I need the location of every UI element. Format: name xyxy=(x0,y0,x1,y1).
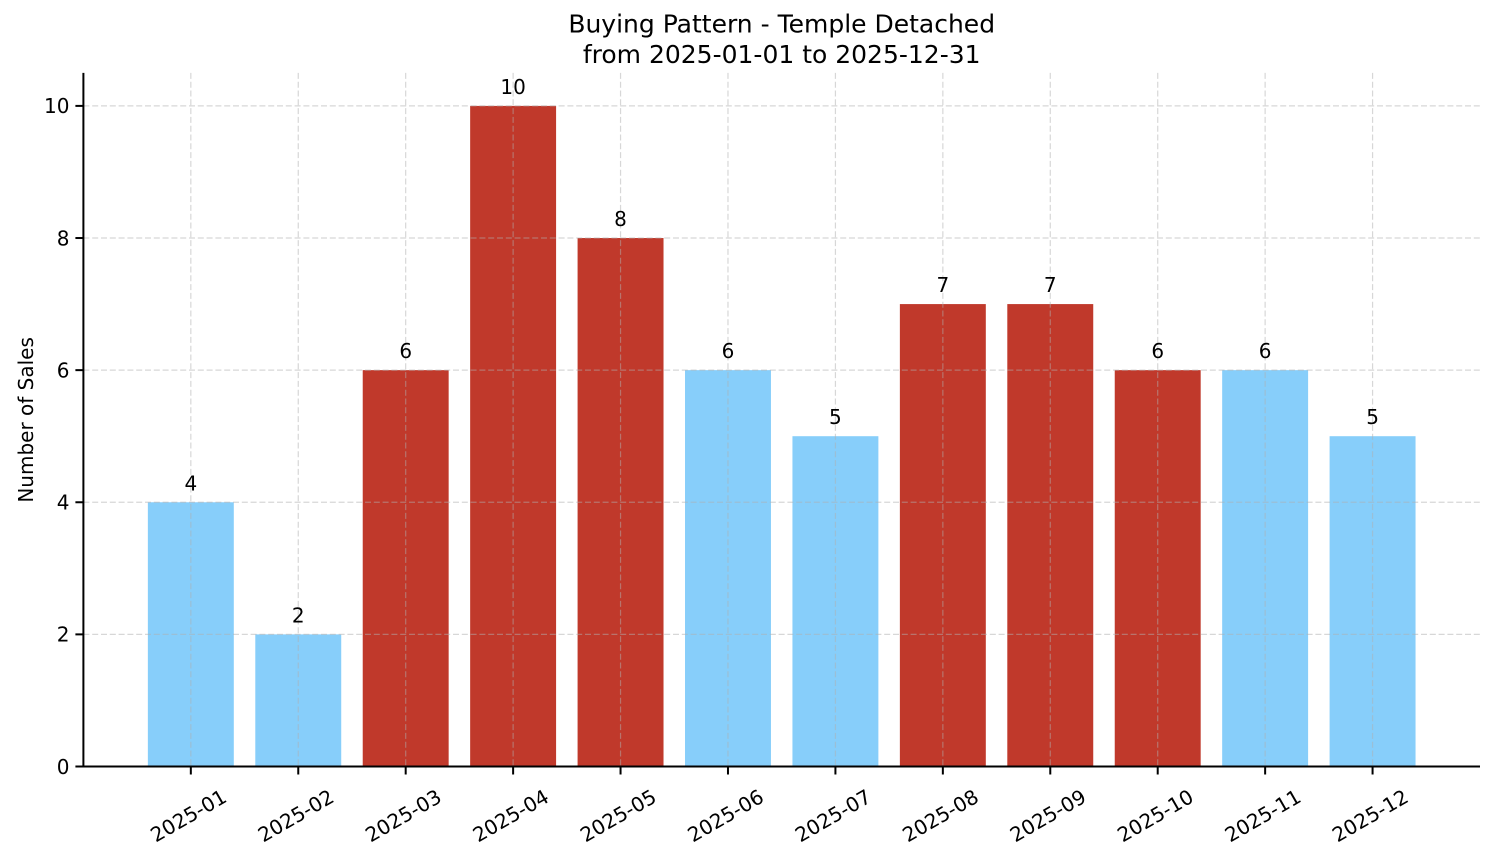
x-tick-label-2025-01: 2025-01 xyxy=(146,784,230,847)
bar-value-label-2025-01: 4 xyxy=(184,471,197,495)
y-tick-label-4: 4 xyxy=(57,491,70,515)
bar-value-label-2025-03: 6 xyxy=(399,339,412,363)
x-tick-label-2025-05: 2025-05 xyxy=(576,784,660,847)
x-tick-label-2025-07: 2025-07 xyxy=(791,784,875,847)
y-ticks-layer xyxy=(75,104,84,768)
bars-layer xyxy=(147,105,1416,767)
bar-value-label-2025-10: 6 xyxy=(1151,339,1164,363)
y-tick-label-10: 10 xyxy=(44,94,69,118)
y-tick-label-2: 2 xyxy=(57,623,70,647)
axes-layer xyxy=(82,72,1480,768)
bar-value-label-2025-04: 10 xyxy=(500,75,525,99)
x-tick-label-2025-08: 2025-08 xyxy=(898,784,982,847)
x-tick-labels-layer: 2025-01 2025-02 2025-03 2025-04 2025-05 2025-… xyxy=(146,784,1412,847)
bar-value-label-2025-07: 5 xyxy=(829,405,842,429)
bar-value-label-2025-12: 5 xyxy=(1366,405,1379,429)
y-tick-label-6: 6 xyxy=(57,358,70,382)
chart-title-line1: Buying Pattern - Temple Detached xyxy=(568,9,995,38)
x-tick-label-2025-11: 2025-11 xyxy=(1221,784,1305,847)
value-labels-layer: 4 2 6 10 8 6 5 7 7 6 6 5 xyxy=(184,75,1378,627)
bar-value-label-2025-05: 8 xyxy=(614,207,627,231)
bar-value-label-2025-11: 6 xyxy=(1259,339,1272,363)
x-tick-label-2025-09: 2025-09 xyxy=(1006,784,1090,847)
x-ticks-layer xyxy=(189,766,1374,775)
y-tick-label-8: 8 xyxy=(57,226,70,250)
x-tick-label-2025-03: 2025-03 xyxy=(361,784,445,847)
x-tick-label-2025-06: 2025-06 xyxy=(683,784,767,847)
bar-value-label-2025-06: 6 xyxy=(722,339,735,363)
chart-title-line2: from 2025-01-01 to 2025-12-31 xyxy=(583,40,981,69)
y-tick-label-0: 0 xyxy=(57,755,70,779)
x-tick-label-2025-02: 2025-02 xyxy=(254,784,338,847)
bar-value-label-2025-02: 2 xyxy=(292,603,305,627)
x-tick-label-2025-10: 2025-10 xyxy=(1113,784,1197,847)
y-axis-label: Number of Sales xyxy=(14,337,38,503)
bar-value-label-2025-08: 7 xyxy=(936,273,949,297)
x-tick-label-2025-04: 2025-04 xyxy=(469,784,553,847)
y-tick-labels-layer: 0 2 4 6 8 10 xyxy=(44,94,69,779)
bar-value-label-2025-09: 7 xyxy=(1044,273,1057,297)
x-tick-label-2025-12: 2025-12 xyxy=(1328,784,1412,847)
